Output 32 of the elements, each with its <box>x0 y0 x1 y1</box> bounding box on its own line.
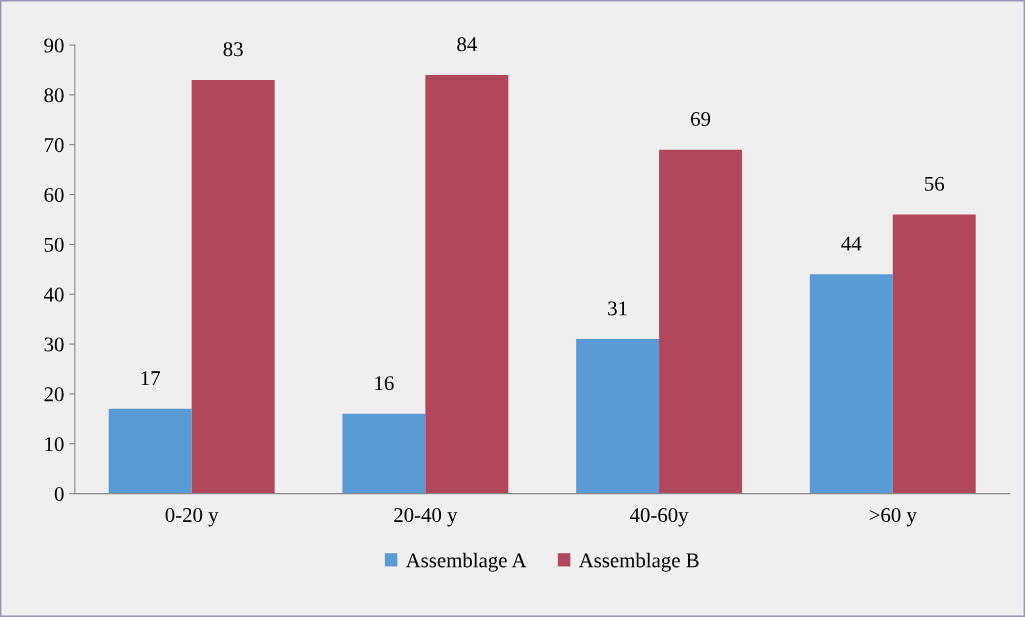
y-tick-label: 40 <box>43 287 64 302</box>
bar <box>191 79 275 494</box>
y-tick-label: 30 <box>44 337 64 352</box>
y-tick-label: 20 <box>44 387 64 402</box>
legend-label: Assemblage A <box>405 552 527 572</box>
data-label: 44 <box>841 236 862 251</box>
data-label: 84 <box>457 37 477 52</box>
data-label: 69 <box>691 112 711 127</box>
x-tick-label: 20-40 y <box>394 508 458 527</box>
x-tick-label: 0-20 y <box>165 508 219 527</box>
y-tick-label: 60 <box>44 187 64 202</box>
bar <box>342 413 426 494</box>
y-tick-label: 90 <box>44 38 64 53</box>
data-label: 31 <box>608 301 627 316</box>
bar <box>892 214 976 494</box>
bar <box>576 339 660 494</box>
data-label: 83 <box>223 42 243 57</box>
data-label: 17 <box>141 371 161 385</box>
y-tick-label: 10 <box>45 437 64 452</box>
y-tick-label: 0 <box>54 486 64 502</box>
legend-label: Assemblage B <box>578 552 699 572</box>
bar <box>809 274 893 494</box>
bar <box>425 74 509 494</box>
y-tick-label: 80 <box>44 88 64 103</box>
bar <box>659 149 743 494</box>
data-label: 16 <box>375 376 394 391</box>
data-label: 56 <box>925 176 945 191</box>
x-tick-label: >60 y <box>869 508 917 527</box>
y-tick-label: 50 <box>44 237 64 252</box>
x-tick-label: 40-60y <box>629 508 689 527</box>
y-tick-label: 70 <box>44 138 64 153</box>
bar <box>108 408 192 494</box>
